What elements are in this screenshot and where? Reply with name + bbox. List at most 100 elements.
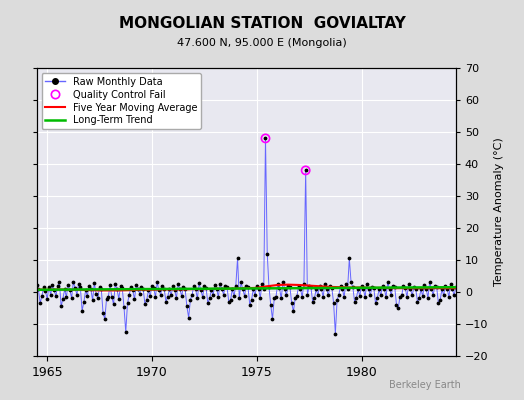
Point (296, 286, 304, 292)
Point (209, 292, 217, 298)
Point (174, 281, 182, 287)
Point (57, 303, 66, 310)
Point (36, 300, 45, 306)
Point (238, 286, 247, 293)
Point (214, 294, 223, 300)
Point (202, 285, 210, 291)
Point (267, 302, 275, 308)
Point (277, 295, 286, 302)
Point (279, 279, 287, 286)
Point (50, 287, 58, 294)
Point (396, 294, 404, 300)
Point (417, 286, 425, 293)
Point (314, 292, 322, 298)
Point (76, 284, 84, 290)
Point (351, 298, 359, 305)
Point (85, 283, 93, 290)
Point (212, 286, 221, 292)
Point (132, 282, 140, 288)
Point (204, 300, 212, 306)
Point (413, 298, 422, 305)
Point (216, 281, 224, 287)
Point (196, 287, 205, 294)
Point (74, 281, 83, 287)
Point (380, 286, 388, 292)
Point (228, 286, 236, 293)
Point (241, 293, 249, 299)
Point (148, 282, 156, 289)
Point (312, 286, 320, 293)
Point (165, 286, 173, 293)
Point (221, 283, 230, 290)
Point (434, 300, 443, 306)
Point (128, 287, 137, 294)
Point (163, 294, 172, 300)
Point (217, 286, 226, 292)
Point (357, 282, 366, 289)
Point (382, 294, 390, 300)
Point (55, 278, 63, 285)
Point (324, 292, 333, 298)
Point (184, 314, 193, 321)
Point (160, 286, 168, 292)
Point (90, 280, 99, 286)
Point (146, 293, 155, 299)
Point (389, 282, 397, 289)
Point (363, 281, 371, 287)
Point (317, 286, 325, 292)
Point (275, 285, 283, 291)
Point (193, 295, 202, 302)
Point (288, 300, 296, 306)
Point (274, 281, 282, 287)
Point (253, 282, 261, 289)
Point (48, 282, 57, 288)
Point (34, 286, 42, 293)
Point (340, 294, 348, 300)
Point (73, 291, 81, 298)
Point (83, 293, 92, 299)
Legend: Raw Monthly Data, Quality Control Fail, Five Year Moving Average, Long-Term Tren: Raw Monthly Data, Quality Control Fail, … (41, 73, 201, 129)
Point (300, 281, 308, 287)
Point (118, 285, 126, 291)
Point (32, 282, 41, 288)
Point (375, 286, 383, 293)
Point (106, 282, 114, 288)
Point (458, 286, 467, 293)
Point (186, 297, 194, 303)
Point (352, 295, 361, 302)
Point (410, 284, 418, 290)
Text: 47.600 N, 95.000 E (Mongolia): 47.600 N, 95.000 E (Mongolia) (177, 38, 347, 48)
Point (384, 279, 392, 286)
Point (157, 291, 165, 298)
Point (207, 287, 215, 294)
Point (45, 284, 53, 290)
Point (94, 294, 102, 301)
Point (263, 250, 271, 257)
Point (99, 310, 107, 316)
Point (450, 292, 458, 298)
Point (372, 300, 380, 306)
Point (298, 294, 307, 300)
Point (95, 284, 104, 290)
Point (116, 283, 125, 290)
Point (457, 295, 465, 302)
Point (183, 303, 191, 310)
Point (223, 284, 231, 290)
Point (237, 279, 245, 286)
Point (390, 284, 399, 290)
Point (398, 292, 406, 298)
Point (338, 286, 346, 292)
Point (89, 297, 97, 303)
Point (232, 282, 240, 289)
Point (336, 282, 345, 289)
Point (62, 294, 71, 300)
Y-axis label: Temperature Anomaly (°C): Temperature Anomaly (°C) (494, 138, 504, 286)
Point (188, 291, 196, 298)
Point (452, 284, 460, 290)
Point (190, 282, 198, 289)
Point (115, 296, 123, 302)
Point (249, 286, 257, 293)
Point (272, 294, 280, 300)
Point (66, 287, 74, 294)
Point (199, 294, 207, 300)
